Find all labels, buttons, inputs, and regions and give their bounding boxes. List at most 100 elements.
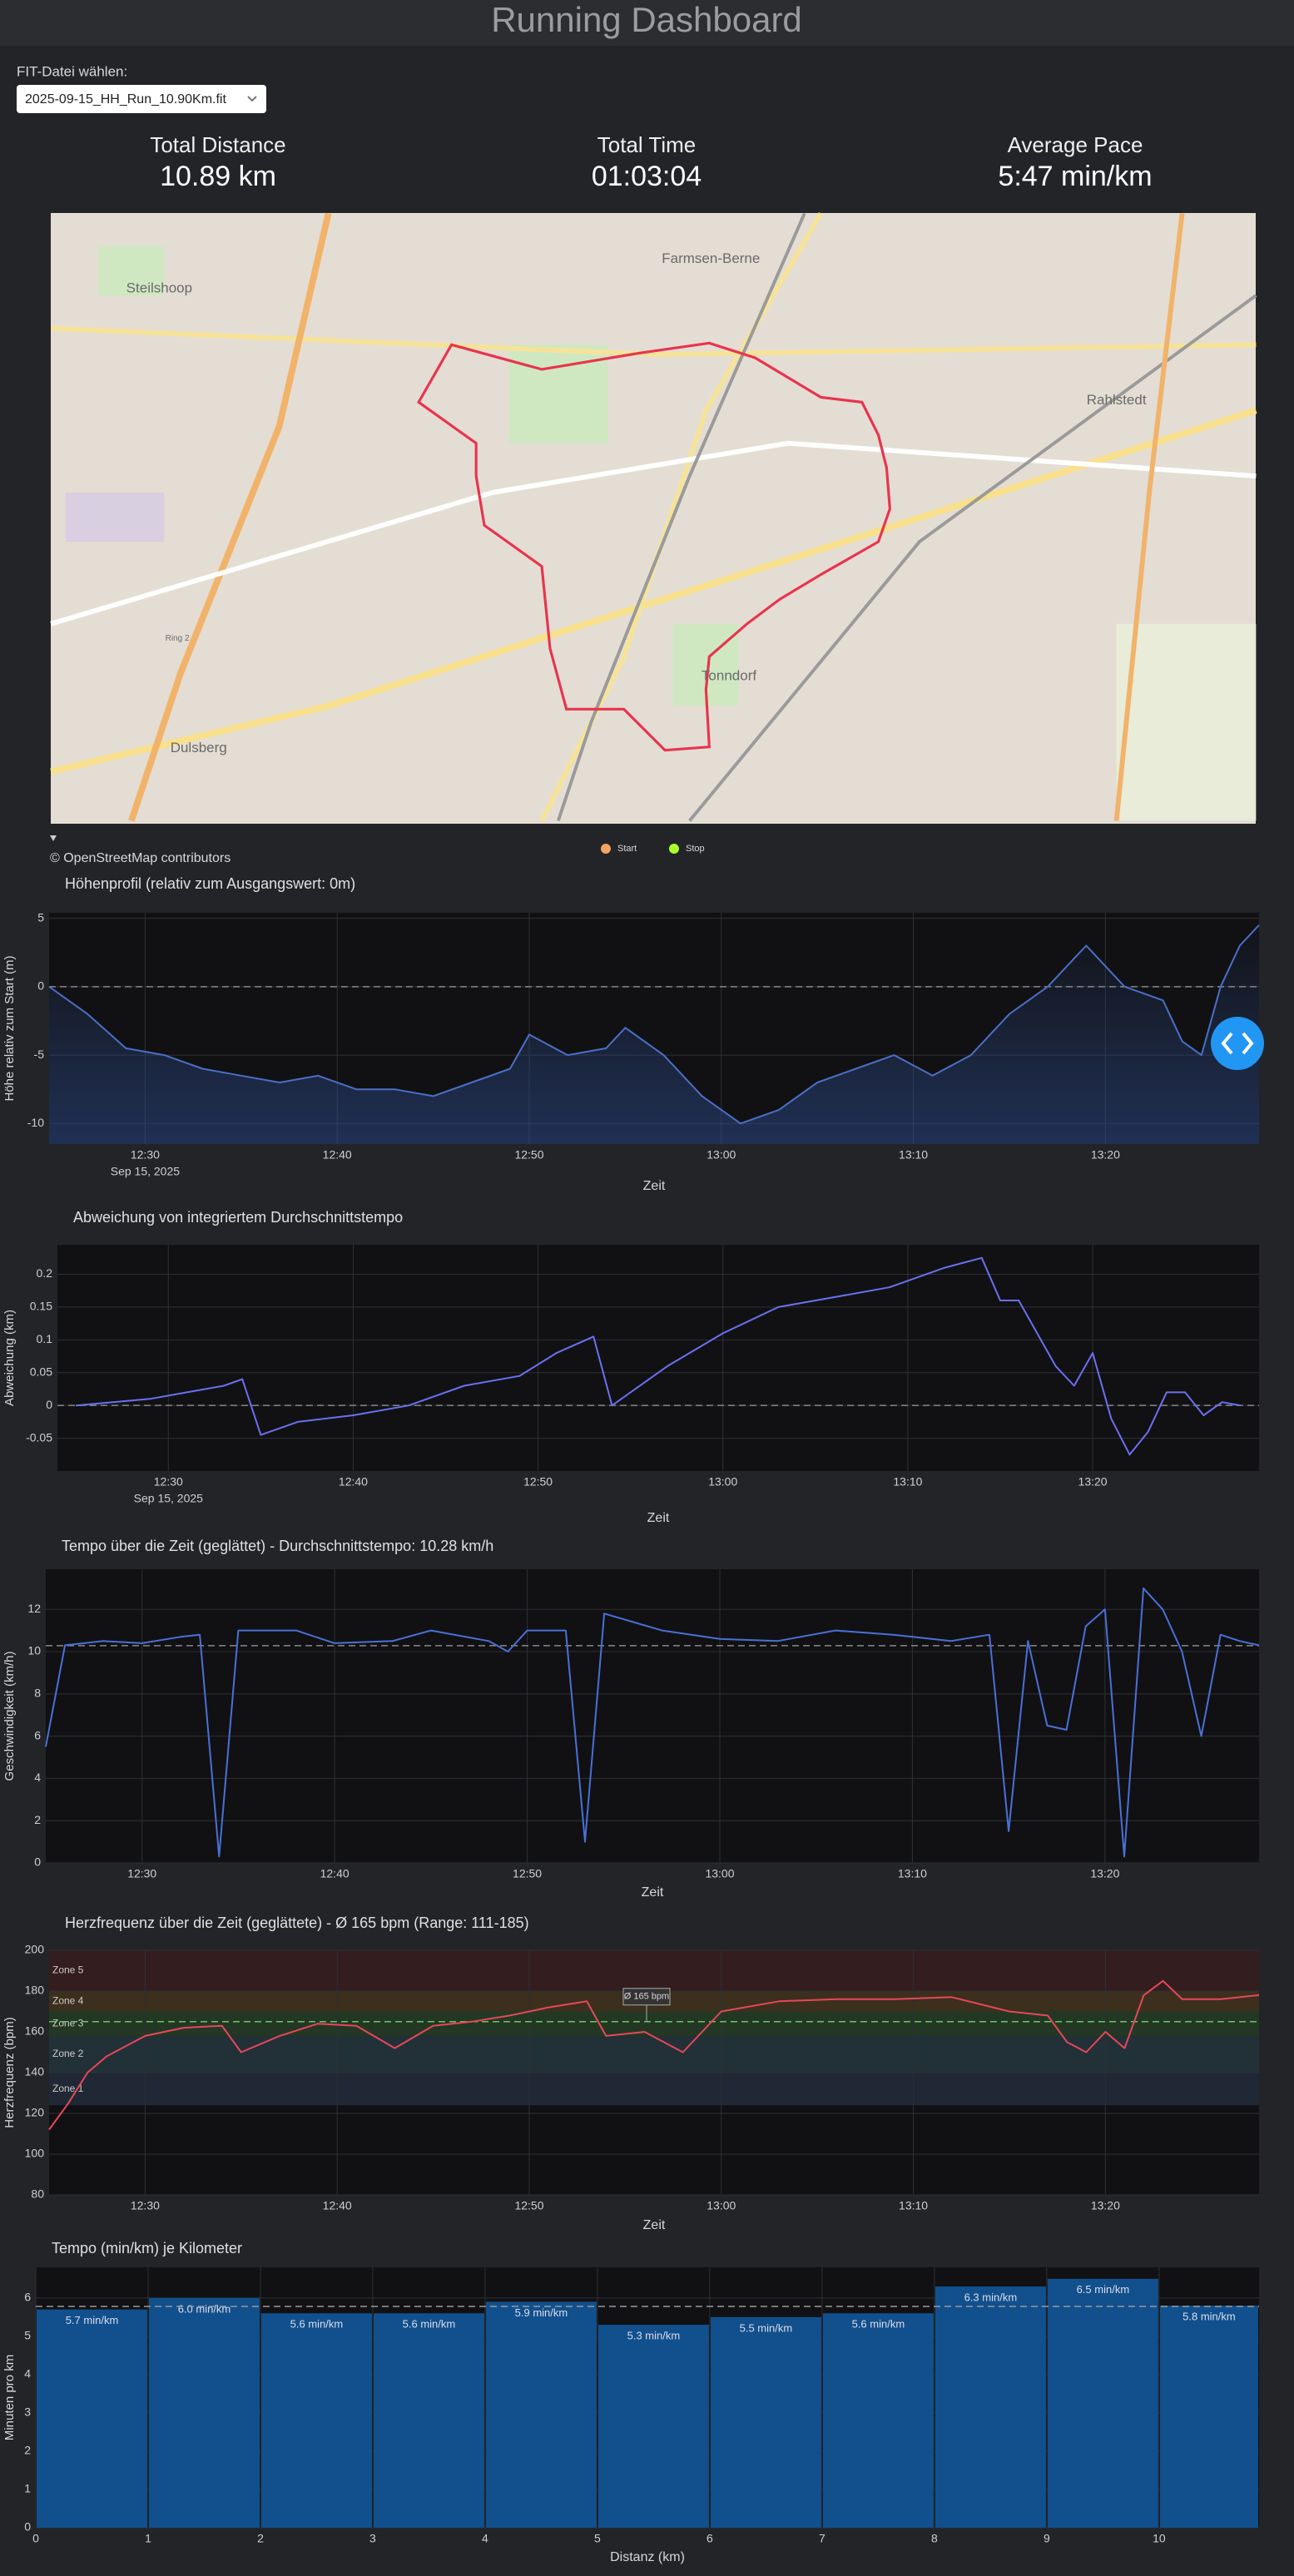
x-tick-label: 13:10 [899,2199,928,2212]
stat-value: 5:47 min/km [998,161,1152,192]
zone-label: Zone 3 [52,2017,84,2029]
plot-area [57,1245,1259,1471]
map-attribution: © OpenStreetMap contributors [50,851,231,865]
stat-value: 01:03:04 [592,161,702,192]
chart-title: Abweichung von integriertem Durchschnitt… [73,1209,403,1226]
y-tick-label: 200 [25,1943,45,1956]
x-tick-label: 12:40 [323,2199,352,2212]
zone-label: Zone 4 [52,1994,84,2006]
nav-icon[interactable] [1221,1032,1254,1055]
bar [37,2309,147,2528]
stat-value: 10.89 km [160,161,276,192]
x-tick-label: 13:20 [1091,2199,1120,2212]
select-arrow[interactable] [247,96,257,102]
x-tick-label: 9 [1044,2532,1050,2545]
select-label: FIT-Datei wählen: [17,63,127,79]
legend-label: Stop [686,844,705,854]
y-axis-label: Geschwindigkeit (km/h) [2,1652,17,1781]
bar-label: 5.9 min/km [515,2306,568,2319]
x-tick-label: 10 [1153,2532,1166,2545]
bar-label: 5.7 min/km [66,2314,119,2326]
x-tick-label: 13:00 [706,2199,736,2212]
select-box[interactable] [17,85,266,113]
y-tick-label: 2 [24,2444,31,2457]
y-axis-label: Minuten pro km [2,2355,17,2440]
y-tick-label: 80 [31,2187,44,2201]
bar [710,2316,821,2528]
y-tick-label: 0.2 [37,1266,53,1280]
y-tick-label: 5 [24,2329,31,2342]
bar-label: 6.0 min/km [178,2302,231,2315]
x-tick-label: 12:40 [323,1148,352,1162]
x-date-label: Sep 15, 2025 [134,1492,204,1505]
bar [485,2301,597,2528]
select-value[interactable]: 2025-09-15_HH_Run_10.90Km.fit [25,92,226,107]
bar [597,2325,709,2528]
bar [1047,2278,1158,2528]
y-tick-label: 0 [37,979,44,993]
x-axis-label: Distanz (km) [610,2550,685,2564]
legend-label: Start [617,844,637,854]
y-tick-label: 10 [27,1644,41,1657]
x-tick-label: 12:30 [127,1867,156,1880]
map-label: Rahlstedt [1087,392,1147,408]
x-tick-label: 3 [369,2532,376,2545]
map-label: Ring 2 [166,634,190,643]
zone-label: Zone 1 [52,2083,84,2094]
y-tick-label: 160 [25,2024,45,2038]
x-axis-label: Zeit [647,1511,670,1525]
collapse-toggle[interactable] [50,835,57,841]
x-date-label: Sep 15, 2025 [111,1165,181,1178]
y-tick-label: -5 [34,1048,45,1061]
map-controls[interactable] [1211,1017,1264,1070]
y-tick-label: 4 [34,1771,41,1784]
y-tick-label: 0.1 [37,1332,53,1345]
y-tick-label: 0 [24,2520,31,2534]
y-tick-label: 0.15 [30,1300,52,1313]
y-tick-label: 12 [27,1602,41,1615]
x-tick-label: 1 [145,2532,151,2545]
chart-title: Tempo über die Zeit (geglättet) - Durchs… [62,1538,493,1554]
x-tick-label: 13:10 [899,1148,928,1162]
bar [822,2313,934,2528]
chart-title: Herzfrequenz über die Zeit (geglättete) … [65,1915,529,1931]
nav-button[interactable] [1211,1017,1264,1070]
x-axis-label: Zeit [643,2218,666,2232]
hr-zone [49,2073,1259,2106]
x-tick-label: 7 [819,2532,825,2545]
bar [1159,2306,1258,2528]
stat-label: Total Time [597,132,697,157]
map[interactable] [50,211,1257,824]
y-tick-label: -0.05 [26,1430,52,1444]
x-tick-label: 8 [931,2532,938,2545]
elevation-area [49,924,1259,1144]
x-tick-label: 13:20 [1090,1867,1119,1880]
x-tick-label: 13:00 [705,1867,734,1880]
line [76,1256,1241,1456]
x-tick-label: 13:20 [1078,1475,1108,1489]
y-tick-label: 6 [24,2291,31,2304]
bar-label: 5.6 min/km [852,2318,905,2331]
x-tick-label: 12:50 [513,1867,542,1880]
bar-label: 5.5 min/km [740,2321,793,2334]
line [48,1979,1260,2131]
y-tick-label: 4 [24,2367,31,2380]
file-select[interactable]: 2025-09-15_HH_Run_10.90Km.fit [17,85,266,113]
zone-label: Zone 5 [52,1964,84,1976]
x-tick-label: 13:00 [708,1475,737,1489]
legend-marker [601,844,611,854]
x-tick-label: 4 [482,2532,488,2545]
y-tick-label: 3 [24,2405,31,2419]
x-tick-label: 0 [32,2532,39,2545]
header-bar [0,0,1294,46]
legend-marker [669,844,679,854]
x-tick-label: 12:40 [339,1475,368,1489]
bar [373,2313,484,2528]
bar-label: 6.5 min/km [1077,2283,1130,2296]
map-label: Dulsberg [171,740,227,755]
x-tick-label: 13:20 [1091,1148,1120,1162]
y-tick-label: -10 [27,1116,44,1129]
map-label: Steilshoop [126,280,192,296]
x-tick-label: 13:10 [893,1475,922,1489]
